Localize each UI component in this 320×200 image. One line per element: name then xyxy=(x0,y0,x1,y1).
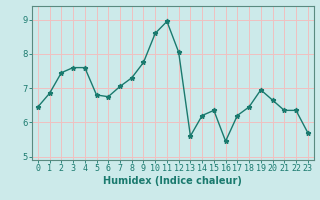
X-axis label: Humidex (Indice chaleur): Humidex (Indice chaleur) xyxy=(103,176,242,186)
